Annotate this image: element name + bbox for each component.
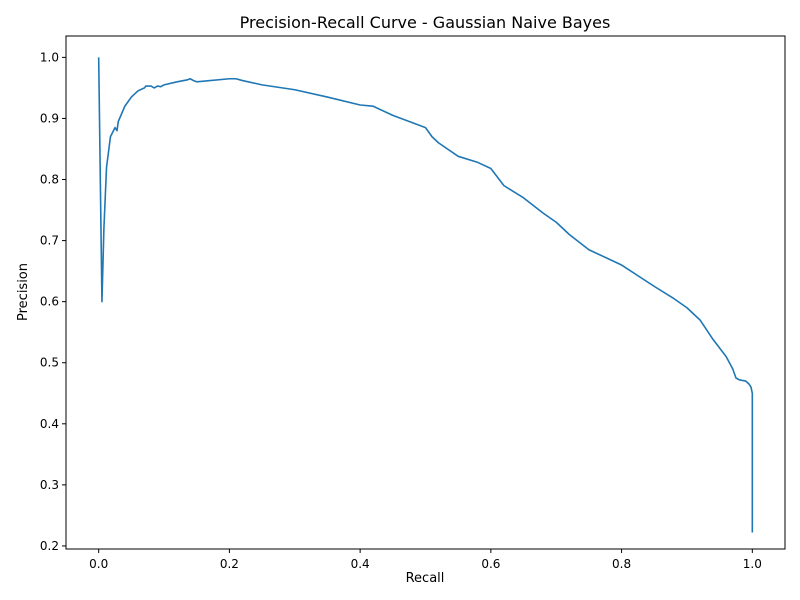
plot-frame [65,35,786,550]
y-tick-label: 0.4 [40,417,59,431]
x-tick-label: 0.2 [220,557,239,571]
x-tick-label: 1.0 [743,557,762,571]
plot-area [97,57,754,533]
x-tick-label: 0.8 [612,557,631,571]
precision-recall-curve-0 [97,57,754,533]
y-tick-label: 0.8 [40,173,59,187]
y-tick-label: 0.6 [40,295,59,309]
y-axis-ticks: 0.2 0.3 0.4 0.5 0.6 0.7 0.8 0.9 1.0 [40,50,66,553]
y-tick-label: 0.9 [40,111,59,125]
x-axis-ticks: 0.0 0.2 0.4 0.6 0.8 1.0 [89,549,762,571]
y-tick-label: 0.2 [40,539,59,553]
x-tick-label: 0.4 [351,557,370,571]
x-tick-label: 0.6 [481,557,500,571]
x-tick-label: 0.0 [89,557,108,571]
x-axis-label: Recall [406,571,445,586]
chart-title: Precision-Recall Curve - Gaussian Naive … [240,13,611,32]
y-tick-label: 0.7 [40,234,59,248]
y-tick-label: 0.5 [40,356,59,370]
y-tick-label: 0.3 [40,478,59,492]
y-axis-label: Precision [16,263,31,321]
y-tick-label: 1.0 [40,50,59,64]
